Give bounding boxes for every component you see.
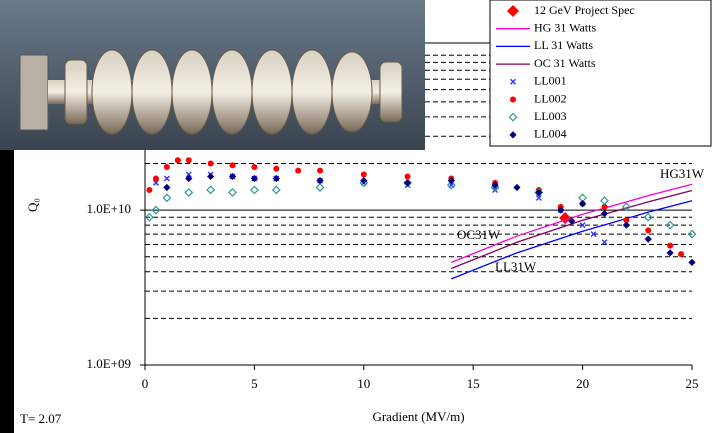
point [163, 183, 171, 192]
y-axis-label: Q₀ [25, 198, 40, 212]
point [295, 167, 302, 174]
point [665, 220, 675, 230]
point [272, 174, 280, 183]
point [316, 177, 324, 185]
x-tick-label: 25 [686, 376, 699, 391]
point [601, 239, 608, 246]
note: T= 2.07 [20, 411, 62, 426]
point [447, 177, 455, 185]
legend-label: LL003 [534, 109, 567, 123]
point [207, 172, 215, 181]
x-axis-label: Gradient (MV/m) [372, 409, 464, 424]
point [510, 96, 516, 103]
point [446, 180, 456, 190]
point [185, 174, 193, 183]
point [601, 203, 608, 210]
point [174, 157, 181, 164]
series-line [451, 200, 693, 280]
point [678, 251, 685, 258]
point [590, 231, 597, 238]
point [600, 196, 609, 206]
y-tick-label: 1.0E+10 [86, 201, 131, 216]
point [535, 194, 542, 201]
series-line [451, 183, 693, 263]
point [360, 171, 367, 178]
point [163, 175, 170, 182]
point [688, 258, 696, 266]
legend-label: HG 31 Watts [534, 20, 596, 34]
point [513, 183, 521, 192]
point [315, 183, 325, 192]
x-tick-label: 0 [142, 376, 149, 391]
annotation: OC31W [457, 227, 501, 242]
legend-label: LL002 [534, 91, 567, 105]
point [508, 112, 518, 122]
point [251, 163, 258, 170]
point [491, 181, 499, 189]
point [535, 188, 543, 197]
legend: 12 GeV Project Spec HG 31 Watts LL 31 Watt… [489, 0, 712, 147]
legend-label: LL004 [534, 127, 567, 141]
point [146, 186, 153, 193]
point [152, 179, 159, 186]
point [185, 171, 192, 178]
point [273, 165, 280, 172]
legend-label: 12 GeV Project Spec [534, 3, 635, 17]
point [151, 205, 161, 215]
point [687, 229, 697, 239]
x-tick-label: 20 [576, 376, 589, 391]
legend-label: LL001 [534, 74, 567, 88]
point [228, 188, 237, 197]
point [152, 175, 159, 182]
point [162, 193, 172, 203]
point [207, 160, 214, 167]
point [579, 222, 586, 229]
point [229, 162, 236, 169]
point [623, 217, 630, 224]
point [249, 185, 259, 195]
point [206, 185, 216, 195]
x-tick-label: 15 [467, 376, 480, 391]
legend-box [489, 0, 712, 147]
point [404, 173, 411, 180]
y-tick-label: 1.0E+09 [86, 356, 131, 371]
point [600, 209, 609, 218]
point [228, 172, 237, 181]
point [184, 188, 194, 197]
series-line [451, 189, 693, 270]
x-tick-label: 5 [251, 376, 258, 391]
point [144, 212, 154, 222]
point [163, 163, 170, 170]
annotation: LL31W [495, 259, 537, 274]
point [643, 212, 653, 222]
point [360, 177, 368, 185]
x-tick-label: 10 [357, 376, 370, 391]
point [621, 202, 631, 212]
point [579, 200, 587, 208]
point [271, 185, 281, 195]
point [666, 249, 674, 257]
point [492, 186, 499, 193]
point [622, 221, 630, 229]
cavity-photo [0, 0, 425, 150]
legend-label: OC 31 Watts [534, 56, 596, 70]
point [510, 78, 516, 85]
point [644, 235, 652, 243]
point [568, 217, 576, 225]
legend-label: LL 31 Watts [534, 38, 593, 52]
point [557, 206, 565, 214]
point [667, 242, 674, 249]
point [317, 167, 324, 174]
annotation: HG31W [660, 166, 705, 181]
point [185, 157, 192, 164]
point [403, 179, 412, 187]
point [250, 174, 258, 183]
point [645, 227, 652, 234]
point [507, 5, 519, 17]
point [509, 131, 517, 139]
